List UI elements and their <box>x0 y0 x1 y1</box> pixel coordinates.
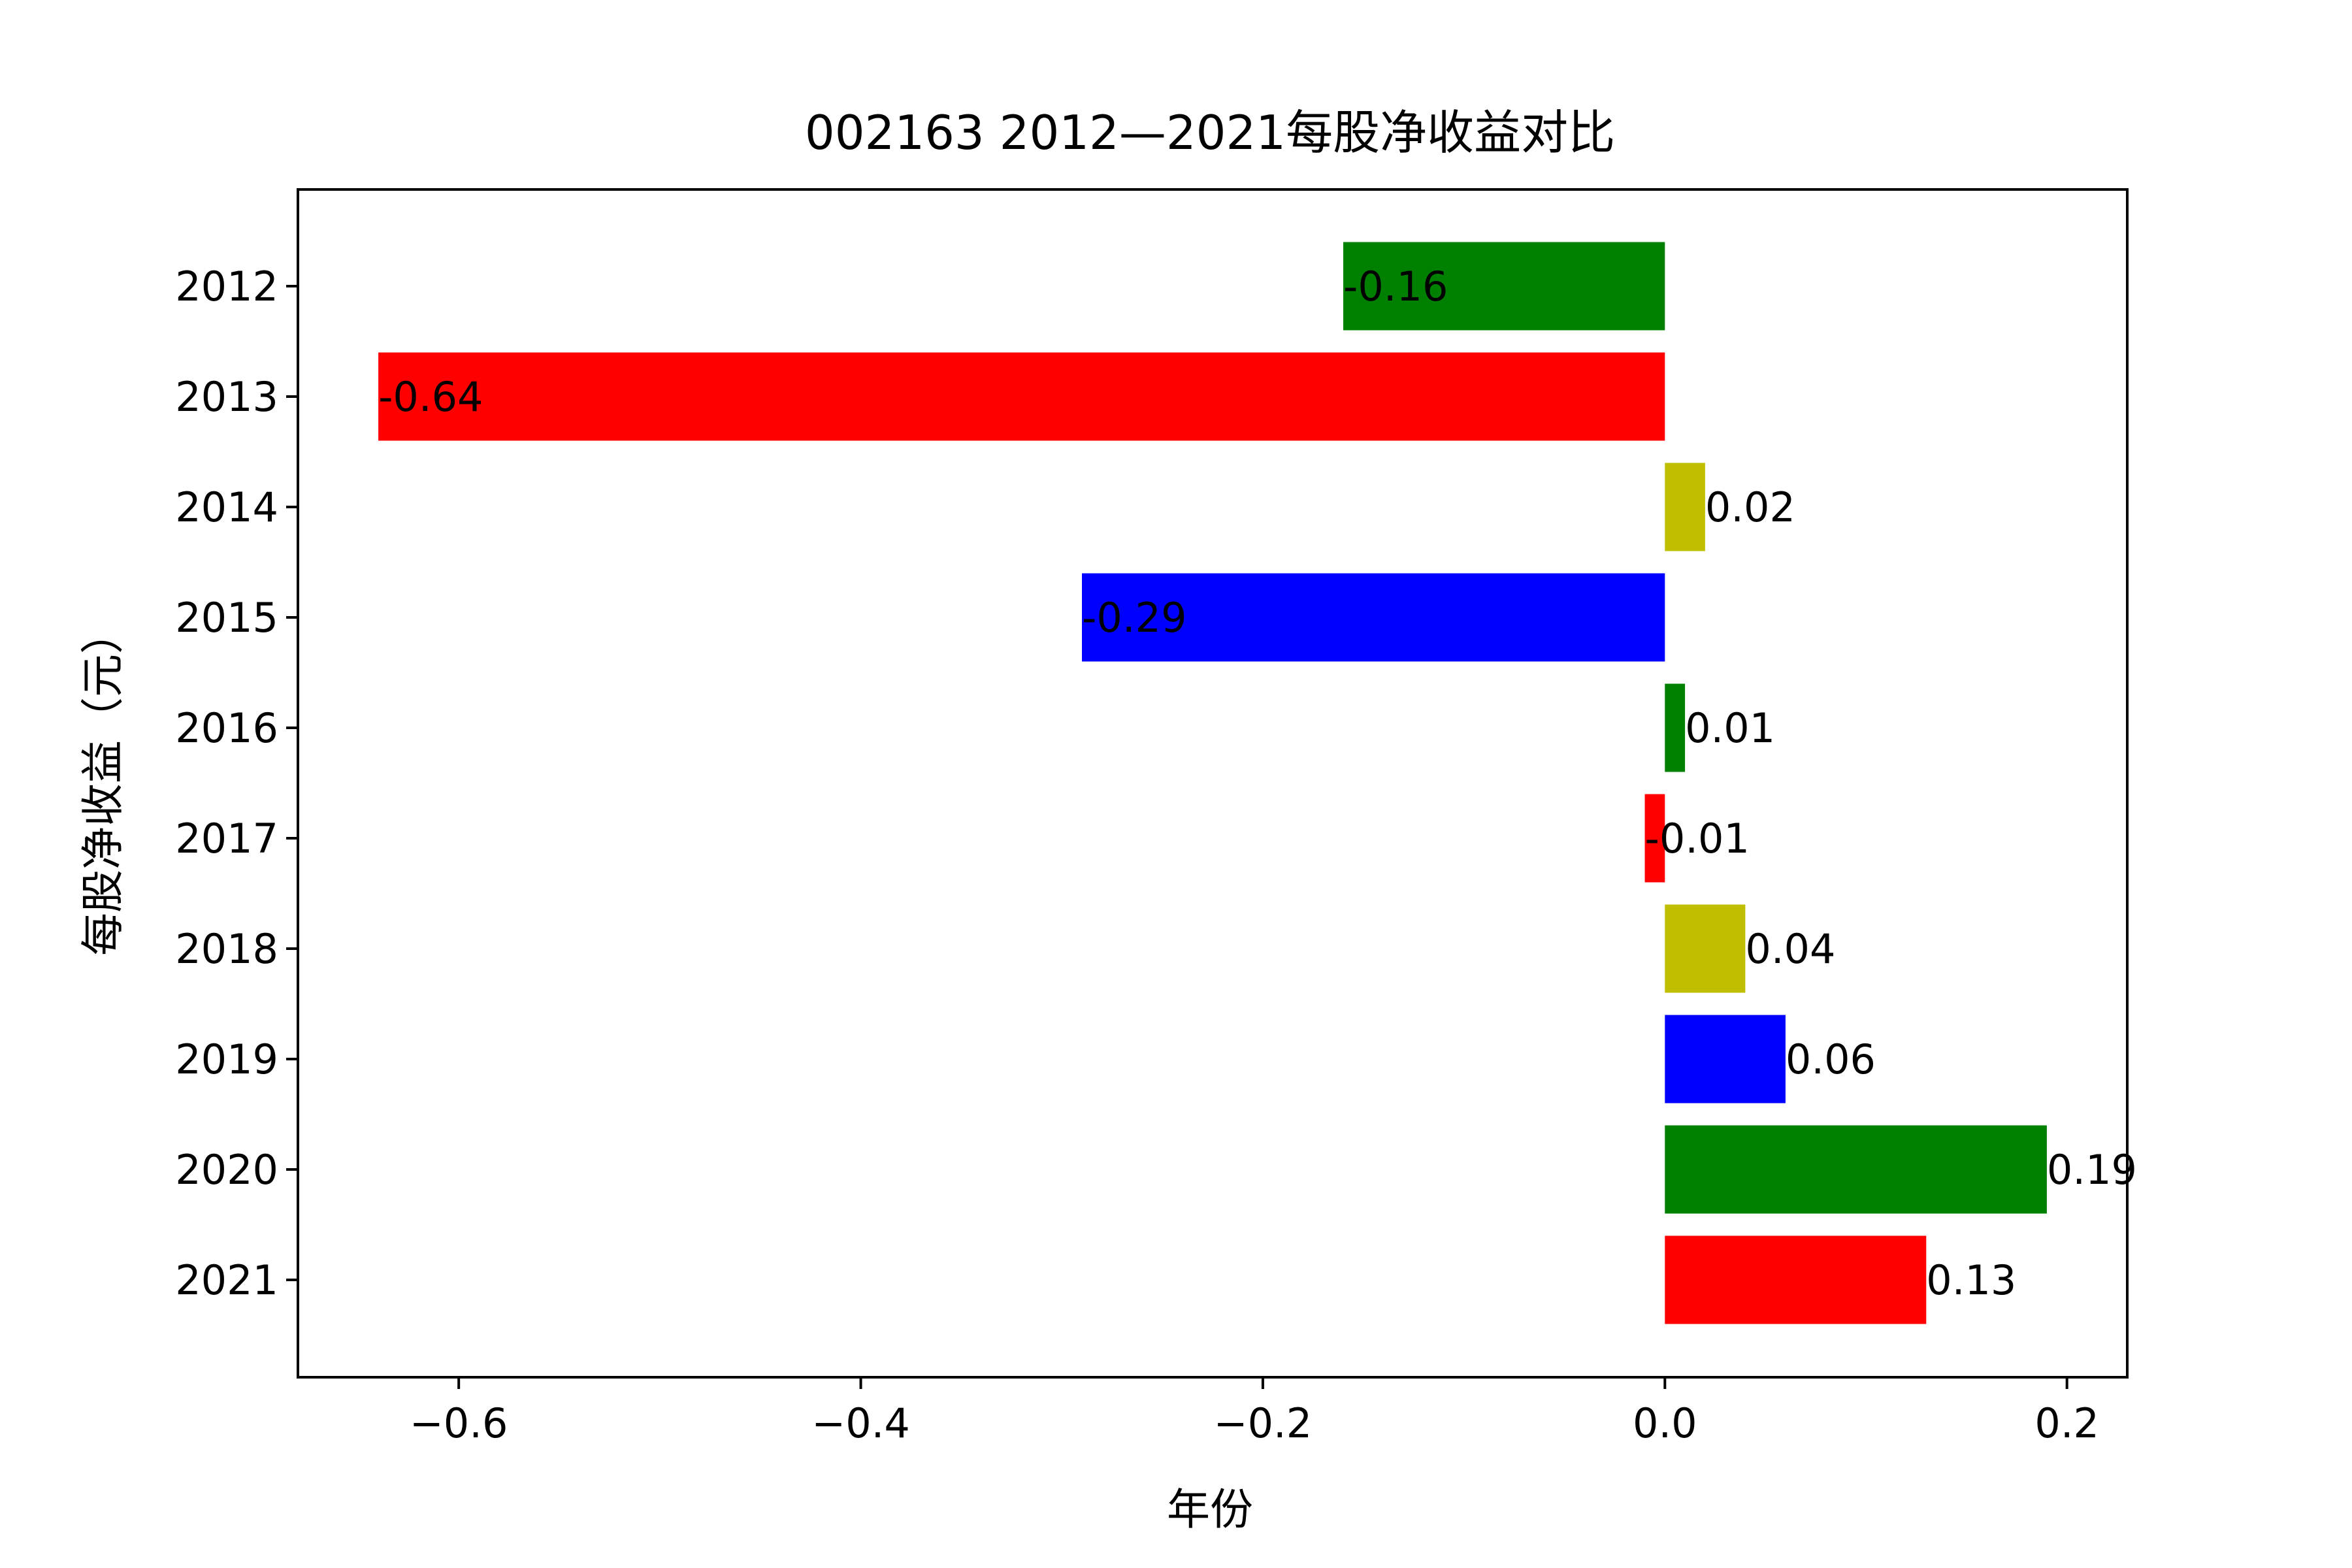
bar-value-label-2012: -0.16 <box>1343 263 1448 310</box>
y-tick-label-2019: 2019 <box>175 1036 278 1083</box>
plot-frame <box>297 188 2129 1379</box>
x-axis-ticks: −0.6 −0.4 −0.2 0.0 0.2 <box>410 1377 2099 1447</box>
bar-value-label-2014: 0.02 <box>1705 483 1795 531</box>
bar-2021 <box>1665 1235 1927 1324</box>
bar-2017 <box>1644 794 1665 883</box>
y-tick-label-2012: 2012 <box>175 263 278 310</box>
x-axis-label: 年份 <box>1167 1484 1253 1535</box>
y-tick-label-2016: 2016 <box>175 704 278 752</box>
bar-2013 <box>378 352 1665 441</box>
bar-2018 <box>1665 904 1746 993</box>
y-axis-label: 每股净收益（元） <box>78 611 128 956</box>
y-tick-label-2021: 2021 <box>175 1256 278 1304</box>
x-tick-label-0: −0.6 <box>410 1399 508 1447</box>
bar-value-label-2013: -0.64 <box>378 373 483 421</box>
y-tick-label-2015: 2015 <box>175 594 278 642</box>
y-tick-label-2013: 2013 <box>175 373 278 421</box>
bar-value-label-2021: 0.13 <box>1926 1256 2016 1304</box>
bar-value-label-2018: 0.04 <box>1745 925 1835 973</box>
bar-2020 <box>1665 1125 2047 1214</box>
y-tick-label-2020: 2020 <box>175 1146 278 1194</box>
bar-2014 <box>1665 463 1705 551</box>
bar-value-label-2020: 0.19 <box>2047 1146 2137 1194</box>
bar-value-label-2017: -0.01 <box>1645 815 1750 862</box>
chart-title: 002163 2012—2021每股净收益对比 <box>805 105 1615 160</box>
bar-2012 <box>1343 242 1665 331</box>
y-tick-label-2014: 2014 <box>175 483 278 531</box>
bar-labels-group: -0.16 -0.64 0.02 -0.29 0.01 -0.01 0.04 0.06 0.19… <box>378 263 2137 1304</box>
bar-2019 <box>1665 1015 1786 1103</box>
bar-value-label-2015: -0.29 <box>1082 594 1186 642</box>
y-tick-label-2017: 2017 <box>175 815 278 862</box>
bar-2015 <box>1082 573 1665 662</box>
bar-value-label-2016: 0.01 <box>1685 704 1775 752</box>
x-tick-label-4: 0.2 <box>2034 1399 2099 1447</box>
x-tick-label-3: 0.0 <box>1633 1399 1697 1447</box>
bar-value-label-2019: 0.06 <box>1786 1036 1876 1083</box>
y-tick-label-2018: 2018 <box>175 925 278 973</box>
y-axis-ticks: 2012 2013 2014 2015 2016 2017 2018 2019 2020 2021 <box>175 263 298 1304</box>
x-tick-label-1: −0.4 <box>811 1399 910 1447</box>
x-tick-label-2: −0.2 <box>1214 1399 1313 1447</box>
bar-2016 <box>1665 683 1686 772</box>
bars-group <box>378 242 2047 1324</box>
